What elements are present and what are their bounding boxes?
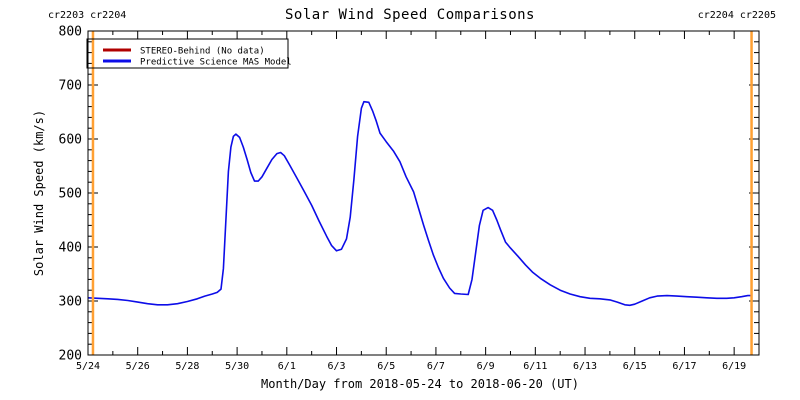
x-tick-label: 5/30	[225, 361, 249, 372]
legend-label-mas: Predictive Science MAS Model	[140, 58, 292, 68]
y-tick-label: 200	[59, 349, 82, 364]
plot-frame	[87, 30, 760, 356]
legend: STEREO-Behind (No data) Predictive Scien…	[86, 38, 292, 69]
y-tick-label: 300	[59, 295, 82, 310]
x-tick-label: 5/24	[76, 361, 100, 372]
legend-label-stereo: STEREO-Behind (No data)	[140, 47, 265, 57]
legend-box	[86, 38, 289, 69]
carrington-rotation-lines	[91, 31, 753, 355]
y-tick-label: 800	[59, 25, 82, 40]
x-axis-title: Month/Day from 2018-05-24 to 2018-06-20 …	[261, 377, 579, 391]
x-tick-label: 6/5	[377, 361, 395, 372]
x-tick-label: 6/13	[573, 361, 597, 372]
x-tick-label: 6/15	[623, 361, 647, 372]
x-tick-label: 6/11	[523, 361, 547, 372]
x-tick-label: 6/17	[672, 361, 696, 372]
carrington-label-left: cr2203 cr2204	[48, 10, 126, 21]
x-tick-label: 6/9	[477, 361, 495, 372]
x-tick-label: 5/26	[126, 361, 150, 372]
y-axis-title: Solar Wind Speed (km/s)	[32, 110, 46, 276]
y-tick-label: 500	[59, 187, 82, 202]
chart-title: Solar Wind Speed Comparisons	[285, 7, 535, 23]
x-tick-label: 6/1	[278, 361, 296, 372]
x-tick-label: 5/28	[175, 361, 199, 372]
carrington-label-right: cr2204 cr2205	[698, 10, 776, 21]
x-axis-ticks: 5/24 5/26 5/28 5/30 6/1 6/3 6/5 6/7 6/9 6/11 6/13 6…	[76, 31, 746, 372]
x-tick-label: 6/19	[722, 361, 746, 372]
x-tick-label: 6/3	[327, 361, 345, 372]
x-tick-label: 6/7	[427, 361, 445, 372]
data-series	[87, 100, 752, 307]
series-line	[87, 100, 752, 307]
y-axis-ticks: 200 300 400 500 600 700 800	[59, 25, 759, 364]
y-tick-label: 600	[59, 133, 82, 148]
y-tick-label: 700	[59, 79, 82, 94]
y-tick-label: 400	[59, 241, 82, 256]
